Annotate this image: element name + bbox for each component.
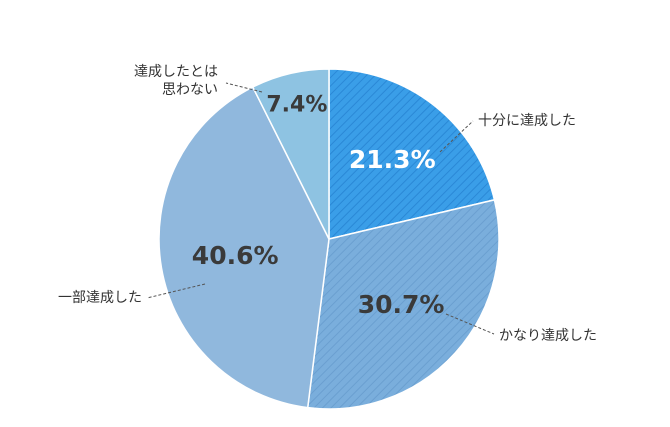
- slice-value-3: 40.6%: [192, 241, 279, 270]
- slice-label-4-line-1: 達成したとは: [134, 64, 218, 80]
- slice-value-4: 7.4%: [266, 92, 327, 117]
- leader-line-2: [445, 313, 495, 335]
- slice-value-1: 21.3%: [349, 145, 436, 174]
- slice-label-1: 十分に達成した: [478, 113, 576, 129]
- slice-label-3: 一部達成した: [58, 290, 142, 306]
- pie-slice-4: [251, 68, 330, 240]
- slice-label-4-line-2: 思わない: [162, 82, 218, 98]
- pie-slices: [158, 68, 500, 410]
- slice-value-2: 30.7%: [358, 290, 445, 319]
- leader-line-1: [439, 120, 474, 153]
- pie-slice-3: [158, 86, 330, 409]
- pie-slice-1: [328, 68, 496, 240]
- slice-value-labels: 21.3% 30.7% 40.6% 7.4%: [192, 92, 445, 318]
- pie-slice-2: [306, 198, 500, 410]
- slice-label-2: かなり達成した: [499, 328, 597, 344]
- leader-line-4: [225, 82, 263, 93]
- leader-lines: [146, 82, 495, 335]
